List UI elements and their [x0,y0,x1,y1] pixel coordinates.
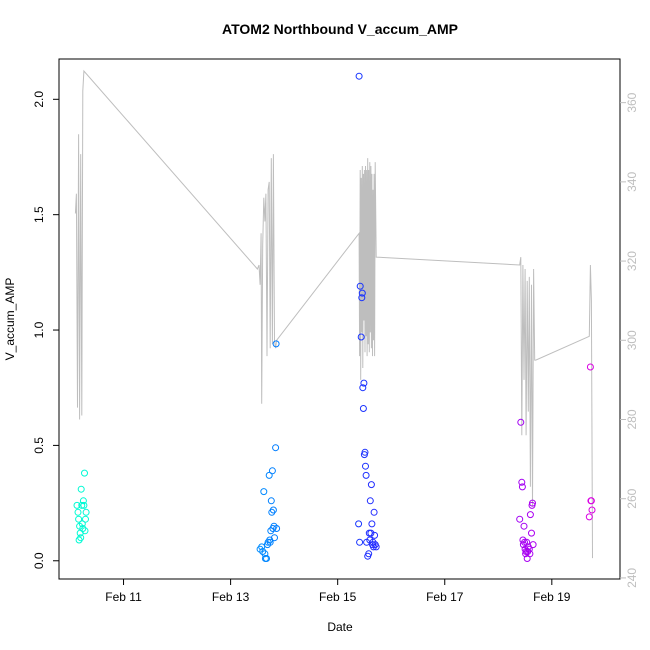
data-point [78,520,86,528]
y2-axis: 240 260 280 300 320 340 360 [620,92,639,588]
data-point [516,515,524,523]
y2-tick-label: 300 [625,330,639,350]
data-point [526,550,534,558]
data-point [260,488,268,496]
y2-tick-label: 240 [625,568,639,588]
data-point [369,538,377,546]
data-point [258,543,266,551]
data-point [520,522,528,530]
data-point [79,525,87,532]
data-point [355,520,363,528]
data-point [82,508,90,516]
data-point [368,520,376,528]
data-point [272,444,280,452]
data-point [259,548,267,555]
data-point [266,538,274,546]
data-point [586,363,594,371]
data-point [356,538,364,546]
data-point [587,497,595,505]
data-point [372,543,380,551]
data-point [73,501,81,509]
data-point [81,527,89,535]
data-point [272,340,280,348]
data-point [81,469,88,477]
data-point [267,527,275,535]
data-point [370,508,378,516]
x-tick-label: Feb 19 [533,590,571,604]
x-tick-label: Feb 15 [319,590,357,604]
data-point [77,485,85,493]
x-tick-label: Feb 11 [105,590,142,604]
data-point [355,72,363,80]
data-point [359,384,367,392]
x-tick-label: Feb 17 [426,590,464,604]
data-point [361,448,369,456]
data-point [367,529,375,537]
data-point [271,534,278,542]
x-tick-label: Feb 13 [212,590,250,604]
y-tick-label: 0.5 [32,437,46,454]
y-tick-label: 2.0 [32,91,46,108]
plot-frame [58,58,621,580]
chart-title: ATOM2 Northbound V_accum_AMP [222,21,458,37]
data-point [82,515,89,523]
data-point [529,499,536,507]
y2-tick-label: 260 [625,488,639,508]
data-point [74,508,82,516]
data-point [360,379,368,387]
y-tick-label: 1.5 [32,206,46,223]
data-point [77,534,85,542]
data-point [517,418,525,426]
data-point [80,501,88,509]
data-point [518,478,526,486]
data-point [359,405,367,412]
data-point [273,525,281,532]
data-point [521,538,528,546]
data-point [365,550,373,558]
data-point [528,529,535,537]
data-point [588,506,596,514]
y2-tick-label: 360 [625,92,639,112]
data-point [358,289,366,297]
data-point [269,506,277,514]
y-axis: 0.0 0.5 1.0 1.5 2.0 [32,91,59,569]
data-point [75,515,83,523]
x-axis: Feb 11 Feb 13 Feb 15 Feb 17 Feb 19 [105,579,571,604]
data-point [366,497,374,505]
y2-tick-label: 320 [625,251,639,271]
data-point [525,545,533,553]
secondary-series-line [74,69,593,559]
secondary-line-layer [74,69,593,559]
data-point [265,471,273,479]
data-point [268,467,276,475]
data-point [356,282,364,290]
data-point [523,538,531,546]
y2-tick-label: 340 [625,172,639,192]
y-tick-label: 1.0 [32,321,46,338]
data-point [529,541,537,549]
data-point [79,497,87,505]
points-layer [73,72,596,562]
data-point [526,511,534,519]
data-point [357,333,365,341]
data-point [518,483,526,491]
data-point [371,531,379,539]
data-point [78,501,86,509]
x-axis-label: Date [327,620,353,634]
data-point [585,513,593,521]
data-point [267,497,275,505]
data-point [261,550,269,558]
y-tick-label: 0.0 [32,552,46,569]
data-point [367,481,375,489]
y-axis-label: V_accum_AMP [3,278,17,361]
data-point [263,555,270,562]
y2-tick-label: 280 [625,409,639,429]
data-point [362,471,370,479]
data-point [358,294,366,302]
data-point [362,462,369,470]
